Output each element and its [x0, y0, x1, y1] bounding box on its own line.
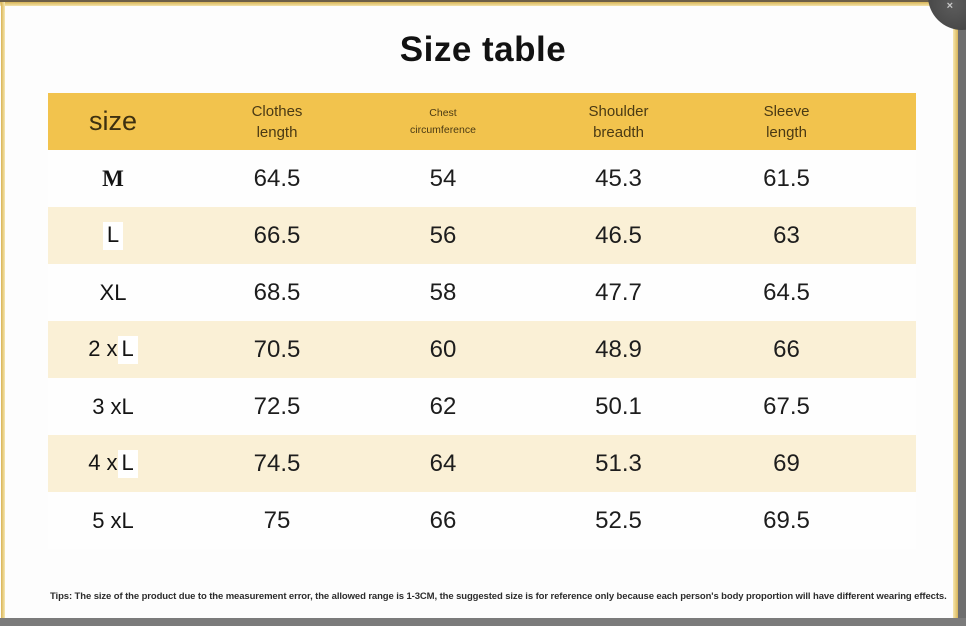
value-cell: 72.5 [253, 392, 301, 420]
value-cell: 66 [429, 506, 457, 534]
value-cell: 60 [429, 335, 457, 363]
spacer-cell [846, 435, 916, 492]
size-cell: M [48, 150, 178, 207]
table-row-xl: XL 68.5 58 47.7 64.5 [48, 264, 916, 321]
header-chest-circumference: Chest circumference [376, 93, 510, 150]
header-size: size [88, 106, 137, 136]
spacer-cell [846, 207, 916, 264]
size-label-highlight: L [117, 335, 138, 364]
header-line: Chest [429, 106, 457, 119]
value-cell: 67.5 [763, 392, 810, 420]
page-title: Size table [399, 30, 567, 69]
spacer-cell [846, 321, 916, 378]
value-cell: 68.5 [253, 278, 301, 306]
table-row-m: M 64.5 54 45.3 61.5 [48, 150, 916, 207]
table-row-5xl: 5 xL 75 66 52.5 69.5 [48, 492, 916, 549]
value-cell: 52.5 [595, 506, 642, 534]
spacer-cell [846, 378, 916, 435]
frame-gray-bottom [0, 618, 966, 626]
value-cell: 64.5 [253, 164, 301, 192]
size-label-highlight: L [117, 449, 138, 478]
header-line: length [256, 123, 298, 141]
close-icon[interactable]: × [946, 0, 953, 12]
header-shoulder-breadth: Shoulder breadth [510, 93, 727, 150]
value-cell: 64 [429, 449, 457, 477]
header-clothes-length: Clothes length [178, 93, 376, 150]
value-cell: 51.3 [595, 449, 642, 477]
size-cell: 5 xL [48, 492, 178, 549]
size-label: XL [99, 279, 127, 305]
header-spacer [846, 93, 916, 150]
value-cell: 74.5 [253, 449, 301, 477]
spacer-cell [846, 492, 916, 549]
size-cell: L [48, 207, 178, 264]
header-line: breadth [593, 123, 644, 141]
size-label: 4 x [88, 449, 118, 475]
size-label-highlight: L [102, 221, 124, 250]
value-cell: 70.5 [253, 335, 301, 363]
frame-gold-top [0, 2, 966, 6]
value-cell: 48.9 [595, 335, 642, 363]
table-row-l: L 66.5 56 46.5 63 [48, 207, 916, 264]
frame-gold-right [953, 2, 958, 618]
value-cell: 61.5 [763, 164, 810, 192]
header-line: circumference [410, 123, 476, 136]
tips-disclaimer: Tips: The size of the product due to the… [50, 591, 947, 602]
spacer-cell [846, 264, 916, 321]
header-line: Clothes [251, 102, 303, 120]
value-cell: 64.5 [763, 278, 810, 306]
table-header-row: size Clothes length Chest circumference … [48, 93, 916, 150]
header-sleeve-length: Sleeve length [727, 93, 846, 150]
value-cell: 56 [429, 221, 457, 249]
value-cell: 69 [773, 449, 800, 477]
size-cell: 3 xL [48, 378, 178, 435]
value-cell: 50.1 [595, 392, 642, 420]
value-cell: 66.5 [253, 221, 301, 249]
value-cell: 69.5 [763, 506, 810, 534]
size-label: M [102, 165, 124, 191]
spacer-cell [846, 150, 916, 207]
frame-top-line [0, 0, 966, 2]
value-cell: 63 [773, 221, 800, 249]
header-line: Sleeve [763, 102, 810, 120]
table-row-3xl: 3 xL 72.5 62 50.1 67.5 [48, 378, 916, 435]
value-cell: 58 [429, 278, 457, 306]
size-label: 2 x [88, 335, 118, 361]
value-cell: 75 [263, 506, 291, 534]
value-cell: 45.3 [595, 164, 642, 192]
value-cell: 54 [429, 164, 457, 192]
value-cell: 46.5 [595, 221, 642, 249]
value-cell: 66 [773, 335, 800, 363]
frame-gray-right [958, 0, 966, 626]
frame-gold-left [1, 2, 5, 618]
header-line: Shoulder [588, 102, 649, 120]
header-line: length [766, 123, 807, 141]
size-label: 3 xL [92, 393, 134, 419]
value-cell: 62 [429, 392, 457, 420]
size-table: size Clothes length Chest circumference … [48, 93, 916, 549]
size-cell: XL [48, 264, 178, 321]
size-label: 5 xL [92, 507, 134, 533]
value-cell: 47.7 [595, 278, 642, 306]
